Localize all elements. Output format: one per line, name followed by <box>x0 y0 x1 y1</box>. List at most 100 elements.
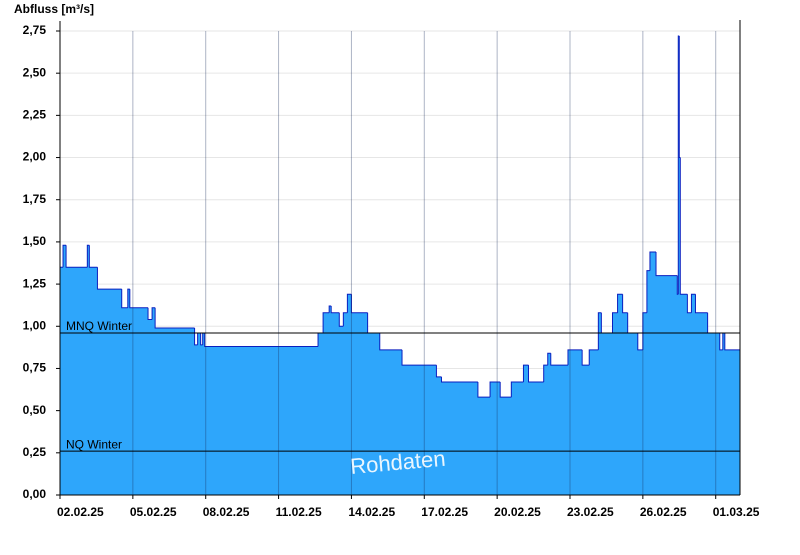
x-tick-label: 08.02.25 <box>203 505 250 519</box>
line-step <box>96 267 122 290</box>
area-step <box>637 349 643 495</box>
line-step <box>622 294 628 314</box>
line-step <box>707 312 720 334</box>
line-step <box>151 307 156 320</box>
x-tick-label: 11.02.25 <box>276 505 322 519</box>
area-step <box>87 245 90 495</box>
line-step <box>401 349 437 366</box>
area-step <box>60 267 64 495</box>
area-step <box>351 312 368 495</box>
area-step <box>148 319 153 495</box>
line-step <box>129 289 149 309</box>
line-step <box>581 349 590 366</box>
area-step <box>200 344 203 495</box>
line-step <box>127 288 130 308</box>
line-step <box>200 333 203 346</box>
x-tick-label: 26.02.25 <box>640 505 687 519</box>
area-step <box>323 312 330 495</box>
line-step <box>678 36 681 159</box>
y-tick-label: 2,50 <box>23 65 47 79</box>
area-step <box>97 289 122 495</box>
line-step <box>686 294 692 314</box>
line-step <box>477 381 491 398</box>
area-step <box>402 365 437 495</box>
line-step <box>547 352 551 366</box>
line-step <box>379 333 403 351</box>
y-tick-label: 0,75 <box>23 361 47 375</box>
reference-label: MNQ Winter <box>66 319 132 333</box>
y-tick-label: 2,00 <box>23 150 47 164</box>
line-step <box>724 333 740 351</box>
area-step <box>642 312 647 495</box>
y-tick-label: 0,25 <box>23 445 47 459</box>
area-step <box>722 333 725 495</box>
area-step <box>89 267 98 495</box>
area-step <box>194 344 198 495</box>
area-step <box>63 245 67 495</box>
area-step <box>707 333 720 495</box>
line-step <box>346 293 352 313</box>
line-step <box>435 365 442 378</box>
area-step <box>646 270 650 495</box>
line-step <box>338 312 344 327</box>
x-tick-label: 02.02.25 <box>57 505 104 519</box>
x-tick-label: 14.02.25 <box>348 505 395 519</box>
line-step <box>510 381 524 398</box>
line-step <box>690 293 696 313</box>
area-step <box>343 312 348 495</box>
line-step <box>322 312 330 334</box>
line-step <box>147 307 153 321</box>
x-tick-label: 20.02.25 <box>494 505 541 519</box>
line-step <box>88 245 98 268</box>
line-step <box>330 306 340 314</box>
area-step <box>680 294 688 495</box>
area-step <box>347 294 352 495</box>
y-tick-label: 2,25 <box>23 108 47 122</box>
area-step <box>66 267 88 495</box>
line-step <box>328 305 332 313</box>
area-step <box>601 333 613 495</box>
area-step <box>695 312 708 495</box>
line-step <box>676 275 679 295</box>
area-step <box>678 36 680 495</box>
line-step <box>342 312 348 327</box>
area-step <box>127 289 130 495</box>
line-step <box>642 312 647 350</box>
area-step <box>500 397 512 495</box>
area-step <box>724 349 740 495</box>
area-step <box>679 157 681 495</box>
area-step <box>204 346 319 495</box>
y-tick-label: 1,75 <box>23 192 47 206</box>
area-step <box>331 312 340 495</box>
x-tick-label: 01.03.25 <box>713 505 760 519</box>
area-step <box>612 312 618 495</box>
line-step <box>367 312 380 334</box>
line-step <box>440 376 478 383</box>
area-step <box>589 349 599 495</box>
area-step <box>691 294 696 495</box>
line-step <box>627 312 638 334</box>
line-step <box>600 312 613 334</box>
line-step <box>522 364 529 382</box>
y-tick-label: 1,50 <box>23 234 47 248</box>
x-tick-label: 17.02.25 <box>421 505 468 519</box>
area-step <box>528 381 544 495</box>
line-step <box>655 252 678 277</box>
line-step <box>617 293 623 313</box>
area-step <box>649 252 657 495</box>
line-step <box>694 294 708 314</box>
area-step <box>436 376 442 495</box>
area-step <box>339 326 344 495</box>
line-step <box>204 333 319 348</box>
area-step <box>617 294 623 495</box>
line-step <box>528 365 544 383</box>
line-step <box>194 327 198 346</box>
line-step <box>350 294 368 314</box>
line-step <box>646 270 650 313</box>
area-step <box>202 333 205 495</box>
area-step <box>367 333 380 495</box>
line-step <box>550 353 568 366</box>
area-step <box>511 381 524 495</box>
